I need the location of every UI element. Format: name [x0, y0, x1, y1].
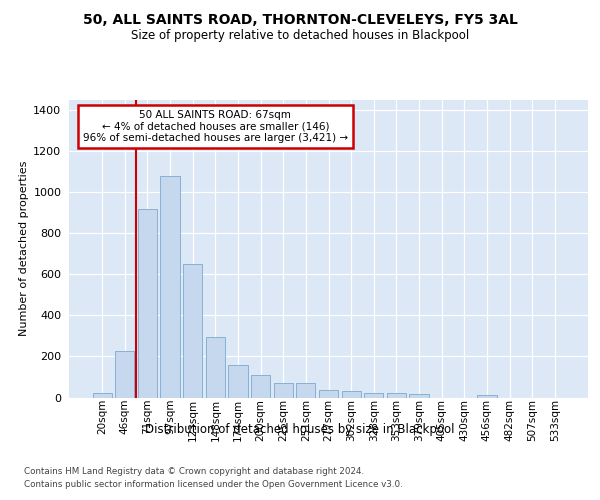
- Text: Size of property relative to detached houses in Blackpool: Size of property relative to detached ho…: [131, 29, 469, 42]
- Bar: [251, 375, 270, 398]
- Bar: [138, 208, 157, 398]
- Bar: [364, 393, 383, 398]
- Y-axis label: Number of detached properties: Number of detached properties: [19, 161, 29, 336]
- Bar: [409, 394, 428, 398]
- Bar: [160, 176, 180, 398]
- Text: Distribution of detached houses by size in Blackpool: Distribution of detached houses by size …: [145, 422, 455, 436]
- Bar: [477, 395, 497, 398]
- Text: 50, ALL SAINTS ROAD, THORNTON-CLEVELEYS, FY5 3AL: 50, ALL SAINTS ROAD, THORNTON-CLEVELEYS,…: [83, 12, 517, 26]
- Bar: [274, 382, 293, 398]
- Text: 50 ALL SAINTS ROAD: 67sqm
← 4% of detached houses are smaller (146)
96% of semi-: 50 ALL SAINTS ROAD: 67sqm ← 4% of detach…: [83, 110, 348, 144]
- Bar: [341, 392, 361, 398]
- Bar: [206, 337, 225, 398]
- Bar: [229, 364, 248, 398]
- Bar: [115, 352, 134, 398]
- Bar: [92, 394, 112, 398]
- Bar: [319, 390, 338, 398]
- Text: Contains HM Land Registry data © Crown copyright and database right 2024.: Contains HM Land Registry data © Crown c…: [24, 468, 364, 476]
- Text: Contains public sector information licensed under the Open Government Licence v3: Contains public sector information licen…: [24, 480, 403, 489]
- Bar: [296, 382, 316, 398]
- Bar: [387, 394, 406, 398]
- Bar: [183, 264, 202, 398]
